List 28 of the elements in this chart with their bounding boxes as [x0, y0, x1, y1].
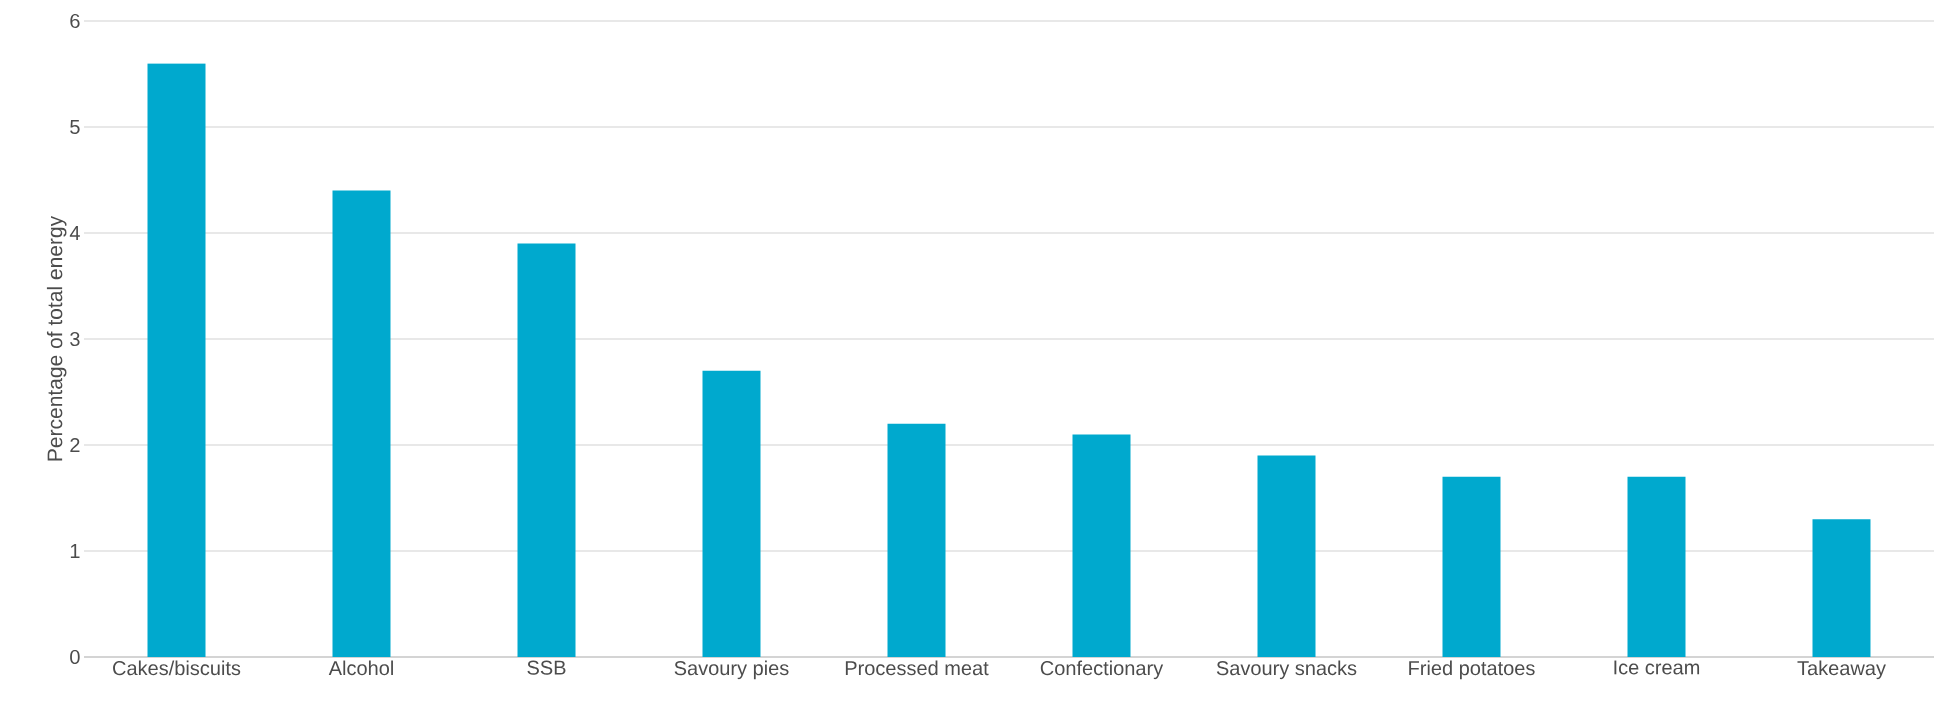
x-tick-label: Savoury snacks: [1216, 660, 1357, 680]
y-tick-label: 3: [70, 331, 80, 347]
x-tick-label: Savoury pies: [674, 660, 789, 680]
bar: [887, 423, 946, 657]
y-tick-label: 0: [70, 649, 80, 665]
bar: [517, 243, 576, 657]
x-tick-label: Fried potatoes: [1409, 660, 1535, 680]
bar: [332, 190, 391, 657]
y-axis-title: Percentage of total energy: [46, 215, 67, 461]
y-tick-label: 6: [70, 13, 80, 29]
y-tick-label: 2: [70, 438, 80, 452]
bar: [1442, 476, 1501, 657]
x-tick-label: Cakes/biscuits: [113, 660, 241, 676]
x-tick-label: Ice cream: [1614, 660, 1700, 675]
x-tick-label: Alcohol: [328, 660, 393, 676]
bar: [147, 63, 206, 657]
x-tick-label: Confectionary: [1040, 660, 1164, 680]
y-tick-label: 5: [70, 120, 80, 134]
bar: [702, 370, 761, 657]
bar: [1812, 519, 1871, 657]
bar: [1072, 434, 1131, 657]
x-tick-label: SSB: [527, 660, 566, 675]
bar: [1627, 476, 1686, 657]
x-tick-label: Processed meat: [845, 660, 989, 676]
y-tick-label: 4: [69, 226, 80, 240]
y-tick-label: 1: [70, 544, 80, 558]
x-tick-label: Takeaway: [1797, 660, 1886, 680]
bar: [1257, 455, 1316, 657]
